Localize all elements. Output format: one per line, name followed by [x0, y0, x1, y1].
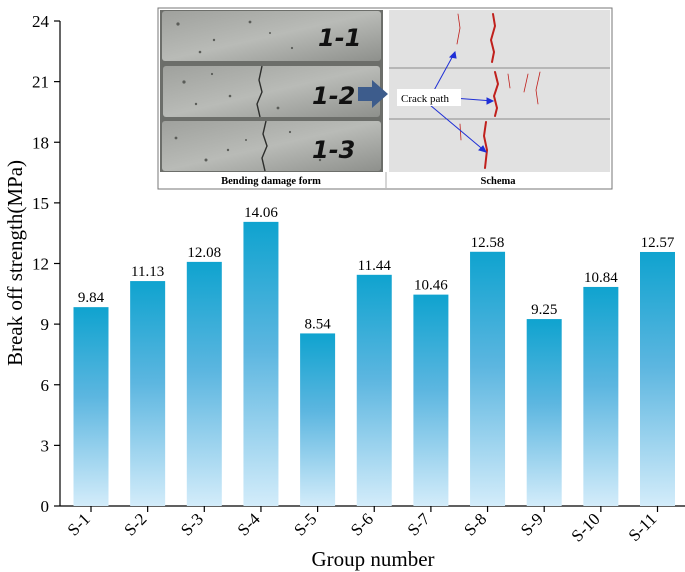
data-label: 11.44 — [358, 258, 392, 274]
data-label: 14.06 — [244, 205, 278, 221]
bar-s-9 — [526, 319, 562, 506]
photo-label-1-3: 1-3 — [312, 136, 355, 164]
bar-s-4 — [243, 221, 279, 506]
data-label: 12.57 — [641, 235, 675, 251]
y-tick-label: 21 — [32, 73, 49, 92]
x-tick-label: S-7 — [404, 509, 434, 539]
y-tick-label: 6 — [41, 376, 50, 395]
bar-s-2 — [130, 281, 166, 506]
specimen-1-2 — [163, 66, 380, 117]
y-tick-label: 0 — [41, 497, 50, 516]
bar-s-7 — [413, 294, 449, 506]
x-tick-label: S-11 — [625, 509, 661, 545]
schema-panel: Crack path — [389, 10, 610, 172]
data-label: 9.25 — [531, 302, 557, 318]
y-ticks: 0 3 6 9 12 15 18 21 24 — [32, 12, 60, 516]
y-tick-label: 24 — [32, 12, 50, 31]
x-tick-label: S-3 — [177, 509, 207, 539]
specimen-1-1 — [162, 11, 381, 61]
inset-caption-left: Bending damage form — [221, 176, 321, 187]
inset-caption-right: Schema — [481, 176, 517, 187]
specimen-photo: 1-1 1-2 1-3 — [160, 10, 383, 172]
data-label: 12.58 — [471, 235, 505, 251]
data-label: 12.08 — [187, 245, 221, 261]
specimen-pores — [174, 20, 342, 162]
bar-s-8 — [470, 251, 506, 506]
crack-paths — [456, 13, 541, 169]
x-axis-title: Group number — [311, 547, 434, 571]
y-tick-label: 9 — [41, 315, 50, 334]
bar-s-11 — [640, 251, 675, 506]
x-tick-label: S-10 — [568, 509, 604, 545]
bar-s-10 — [583, 286, 619, 506]
x-ticks: S-1 S-2 S-3 S-4 S-5 S-6 S-7 S-8 S-9 S-10 S-11 — [64, 506, 661, 546]
y-tick-label: 12 — [32, 255, 49, 274]
specimen-1-3 — [162, 121, 381, 171]
photo-label-1-2: 1-2 — [312, 82, 355, 110]
data-label: 9.84 — [78, 290, 105, 306]
photo-label-1-1: 1-1 — [318, 24, 361, 52]
y-tick-label: 3 — [41, 436, 50, 455]
crack-path-label-box — [397, 89, 461, 106]
x-tick-label: S-5 — [290, 509, 320, 539]
x-tick-label: S-1 — [64, 509, 94, 539]
y-tick-label: 15 — [32, 194, 49, 213]
bars: 9.84 11.13 12.08 14.06 8.54 11.44 10.46 12.58 9.… — [73, 205, 675, 506]
x-tick-label: S-9 — [517, 509, 547, 539]
data-label: 11.13 — [131, 264, 164, 280]
bar-s-3 — [186, 261, 222, 506]
bar-s-6 — [356, 274, 392, 506]
inset-figure: 1-1 1-2 1-3 — [157, 7, 613, 190]
y-tick-label: 18 — [32, 133, 49, 152]
bar-s-5 — [300, 333, 336, 506]
x-tick-label: S-2 — [120, 509, 150, 539]
data-label: 10.46 — [414, 278, 448, 294]
bar-s-1 — [73, 307, 109, 506]
data-label: 10.84 — [584, 270, 618, 286]
specimen-cracks — [256, 65, 268, 172]
y-axis-title: Break off strength(MPa) — [3, 160, 27, 366]
data-label: 8.54 — [304, 316, 331, 332]
x-tick-label: S-6 — [347, 509, 377, 539]
x-tick-label: S-4 — [234, 509, 264, 539]
crack-path-label: Crack path — [401, 93, 449, 105]
x-tick-label: S-8 — [460, 509, 490, 539]
inset-arrow — [358, 80, 388, 108]
